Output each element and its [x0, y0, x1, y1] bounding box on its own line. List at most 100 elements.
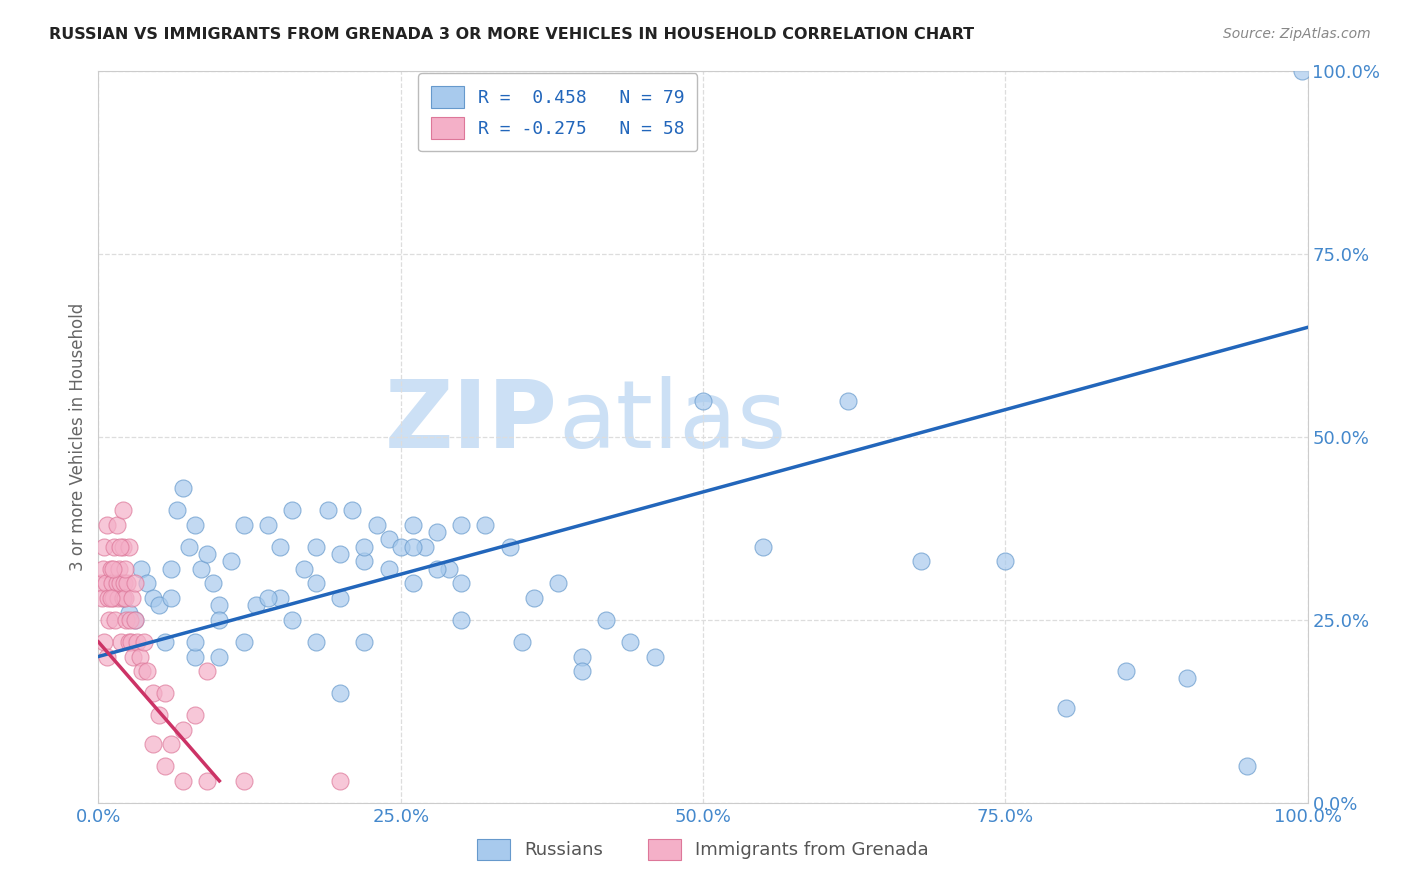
Point: [305, 540, 328, 554]
Point: [118, 606, 141, 620]
Point: [96, 649, 118, 664]
Point: [118, 635, 141, 649]
Text: ZIP: ZIP: [385, 376, 558, 468]
Text: atlas: atlas: [558, 376, 786, 468]
Point: [450, 517, 472, 532]
Point: [142, 686, 165, 700]
Point: [148, 708, 170, 723]
Point: [498, 540, 520, 554]
Point: [184, 708, 207, 723]
Point: [232, 773, 254, 788]
Point: [281, 503, 304, 517]
Point: [1115, 664, 1137, 678]
Point: [114, 591, 136, 605]
Point: [112, 576, 135, 591]
Point: [329, 686, 352, 700]
Point: [184, 517, 207, 532]
Point: [128, 649, 150, 664]
Point: [221, 554, 243, 568]
Point: [107, 591, 129, 605]
Point: [93, 540, 115, 554]
Point: [160, 562, 183, 576]
Point: [105, 576, 128, 591]
Point: [153, 759, 176, 773]
Point: [108, 562, 131, 576]
Point: [184, 635, 207, 649]
Point: [269, 591, 291, 605]
Point: [426, 562, 449, 576]
Point: [692, 393, 714, 408]
Point: [131, 664, 153, 678]
Point: [377, 533, 399, 547]
Point: [353, 540, 375, 554]
Point: [305, 576, 328, 591]
Point: [142, 591, 165, 605]
Point: [101, 591, 124, 605]
Point: [100, 591, 122, 605]
Point: [111, 591, 134, 605]
Point: [752, 540, 775, 554]
Point: [353, 635, 375, 649]
Point: [153, 686, 176, 700]
Point: [910, 554, 932, 568]
Point: [474, 517, 496, 532]
Point: [208, 613, 231, 627]
Point: [437, 562, 460, 576]
Point: [91, 591, 114, 605]
Point: [122, 649, 145, 664]
Point: [96, 517, 118, 532]
Point: [342, 503, 364, 517]
Point: [389, 540, 412, 554]
Point: [153, 635, 176, 649]
Point: [292, 562, 315, 576]
Point: [190, 562, 212, 576]
Point: [413, 540, 436, 554]
Point: [148, 599, 170, 613]
Point: [1236, 759, 1258, 773]
Point: [179, 540, 201, 554]
Point: [115, 613, 138, 627]
Point: [595, 613, 617, 627]
Point: [256, 517, 278, 532]
Point: [329, 591, 352, 605]
Point: [837, 393, 859, 408]
Point: [256, 591, 278, 605]
Point: [166, 503, 188, 517]
Point: [510, 635, 533, 649]
Point: [994, 554, 1017, 568]
Point: [129, 562, 152, 576]
Point: [195, 664, 218, 678]
Point: [93, 635, 115, 649]
Point: [195, 547, 218, 561]
Point: [91, 562, 114, 576]
Point: [232, 517, 254, 532]
Point: [160, 737, 183, 751]
Point: [120, 635, 142, 649]
Point: [105, 517, 128, 532]
Point: [402, 576, 425, 591]
Point: [127, 635, 149, 649]
Y-axis label: 3 or more Vehicles in Household: 3 or more Vehicles in Household: [69, 303, 87, 571]
Point: [134, 635, 156, 649]
Point: [117, 576, 139, 591]
Point: [402, 540, 425, 554]
Point: [245, 599, 267, 613]
Point: [329, 547, 352, 561]
Point: [208, 599, 231, 613]
Point: [124, 576, 146, 591]
Text: Source: ZipAtlas.com: Source: ZipAtlas.com: [1223, 27, 1371, 41]
Point: [135, 664, 157, 678]
Point: [523, 591, 546, 605]
Point: [329, 773, 352, 788]
Point: [108, 540, 131, 554]
Text: RUSSIAN VS IMMIGRANTS FROM GRENADA 3 OR MORE VEHICLES IN HOUSEHOLD CORRELATION C: RUSSIAN VS IMMIGRANTS FROM GRENADA 3 OR …: [49, 27, 974, 42]
Point: [1175, 672, 1198, 686]
Point: [353, 554, 375, 568]
Point: [101, 562, 124, 576]
Point: [100, 576, 122, 591]
Point: [208, 649, 231, 664]
Point: [450, 576, 472, 591]
Point: [94, 576, 117, 591]
Point: [305, 635, 328, 649]
Point: [426, 525, 449, 540]
